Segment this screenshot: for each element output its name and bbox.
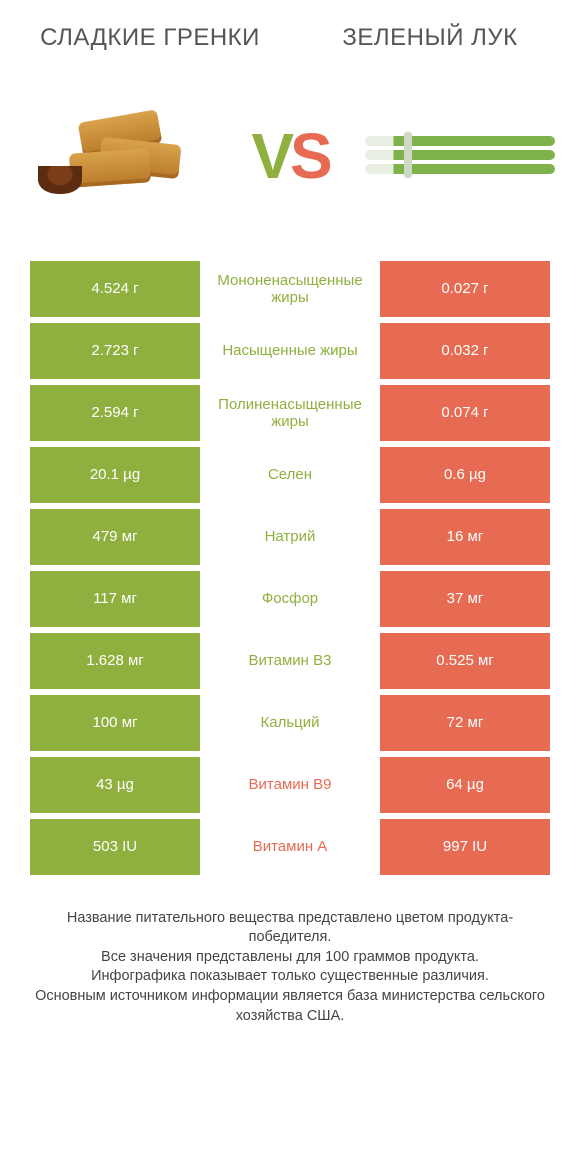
table-row: 2.594 гПолиненасыщенные жиры0.074 г: [30, 385, 550, 441]
right-value-cell: 64 µg: [380, 757, 550, 813]
footer-line: Название питательного вещества представл…: [28, 909, 552, 948]
vs-label: VS: [251, 119, 328, 193]
nutrient-label-cell: Насыщенные жиры: [200, 323, 380, 379]
table-row: 117 мгФосфор37 мг: [30, 571, 550, 627]
left-value-cell: 479 мг: [30, 509, 200, 565]
table-row: 43 µgВитамин B964 µg: [30, 757, 550, 813]
right-value-cell: 37 мг: [380, 571, 550, 627]
right-value-cell: 0.525 мг: [380, 633, 550, 689]
product-left-title: СЛАДКИЕ ГРЕНКИ: [40, 24, 260, 53]
footer-line: Все значения представлены для 100 граммо…: [28, 948, 552, 968]
right-value-cell: 0.6 µg: [380, 447, 550, 503]
nutrient-label-cell: Фосфор: [200, 571, 380, 627]
footer-line: Основным источником информации является …: [28, 987, 552, 1026]
table-row: 1.628 мгВитамин B30.525 мг: [30, 633, 550, 689]
left-value-cell: 43 µg: [30, 757, 200, 813]
table-row: 4.524 гМононенасыщенные жиры0.027 г: [30, 261, 550, 317]
left-value-cell: 100 мг: [30, 695, 200, 751]
nutrient-label-cell: Кальций: [200, 695, 380, 751]
nutrient-label-cell: Селен: [200, 447, 380, 503]
left-value-cell: 2.723 г: [30, 323, 200, 379]
left-value-cell: 1.628 мг: [30, 633, 200, 689]
left-value-cell: 503 IU: [30, 819, 200, 875]
product-right-title: ЗЕЛЕНЫЙ ЛУК: [320, 24, 540, 53]
right-value-cell: 16 мг: [380, 509, 550, 565]
product-left-image: [20, 91, 220, 221]
table-row: 503 IUВитамин A997 IU: [30, 819, 550, 875]
nutrient-label-cell: Мононенасыщенные жиры: [200, 261, 380, 317]
hero-row: VS: [0, 61, 580, 261]
product-right-image: [360, 91, 560, 221]
left-value-cell: 2.594 г: [30, 385, 200, 441]
nutrient-label-cell: Полиненасыщенные жиры: [200, 385, 380, 441]
left-value-cell: 20.1 µg: [30, 447, 200, 503]
table-row: 2.723 гНасыщенные жиры0.032 г: [30, 323, 550, 379]
comparison-table: 4.524 гМононенасыщенные жиры0.027 г 2.723…: [0, 261, 580, 875]
footer-line: Инфографика показывает только существенн…: [28, 967, 552, 987]
left-value-cell: 4.524 г: [30, 261, 200, 317]
nutrient-label-cell: Натрий: [200, 509, 380, 565]
right-value-cell: 0.074 г: [380, 385, 550, 441]
footer-notes: Название питательного вещества представл…: [0, 881, 580, 1026]
vs-s: S: [290, 120, 329, 192]
table-row: 100 мгКальций72 мг: [30, 695, 550, 751]
table-row: 479 мгНатрий16 мг: [30, 509, 550, 565]
right-value-cell: 72 мг: [380, 695, 550, 751]
nutrient-label-cell: Витамин A: [200, 819, 380, 875]
vs-v: V: [251, 120, 290, 192]
right-value-cell: 0.027 г: [380, 261, 550, 317]
nutrient-label-cell: Витамин B9: [200, 757, 380, 813]
right-value-cell: 997 IU: [380, 819, 550, 875]
toast-icon: [30, 96, 210, 216]
table-row: 20.1 µgСелен0.6 µg: [30, 447, 550, 503]
green-onion-icon: [360, 116, 560, 196]
left-value-cell: 117 мг: [30, 571, 200, 627]
header: СЛАДКИЕ ГРЕНКИ ЗЕЛЕНЫЙ ЛУК: [0, 0, 580, 61]
nutrient-label-cell: Витамин B3: [200, 633, 380, 689]
right-value-cell: 0.032 г: [380, 323, 550, 379]
